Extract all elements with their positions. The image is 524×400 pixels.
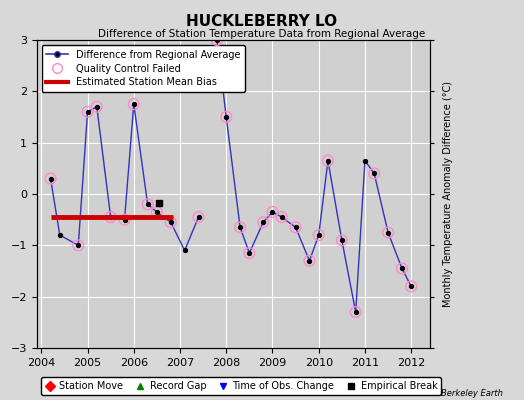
Point	[83, 109, 92, 115]
Point	[46, 175, 54, 182]
Point	[74, 242, 82, 248]
Text: HUCKLEBERRY LO: HUCKLEBERRY LO	[187, 14, 337, 30]
Point	[314, 232, 323, 238]
Point	[129, 101, 138, 107]
Point	[305, 258, 314, 264]
Point	[314, 232, 323, 238]
Point	[167, 219, 175, 226]
Point	[324, 158, 332, 164]
Point	[222, 114, 231, 120]
Point	[167, 219, 175, 226]
Point	[93, 104, 101, 110]
Point	[407, 283, 416, 290]
Point	[46, 175, 54, 182]
Text: Difference of Station Temperature Data from Regional Average: Difference of Station Temperature Data f…	[99, 29, 425, 39]
Point	[152, 209, 161, 215]
Point	[93, 104, 101, 110]
Point	[222, 114, 231, 120]
Point	[268, 209, 277, 215]
Point	[324, 158, 332, 164]
Point	[352, 309, 360, 315]
Point	[83, 109, 92, 115]
Legend: Difference from Regional Average, Quality Control Failed, Estimated Station Mean: Difference from Regional Average, Qualit…	[41, 45, 245, 92]
Point	[144, 201, 152, 208]
Text: Berkeley Earth: Berkeley Earth	[441, 389, 503, 398]
Point	[337, 237, 346, 243]
Point	[259, 219, 267, 226]
Point	[194, 214, 203, 220]
Point	[121, 216, 129, 223]
Point	[398, 265, 406, 272]
Point	[384, 229, 392, 236]
Point	[245, 250, 254, 256]
Point	[245, 250, 254, 256]
Point	[213, 37, 221, 43]
Y-axis label: Monthly Temperature Anomaly Difference (°C): Monthly Temperature Anomaly Difference (…	[443, 81, 453, 307]
Point	[278, 214, 286, 220]
Point	[236, 224, 244, 230]
Point	[361, 158, 369, 164]
Point	[144, 201, 152, 208]
Point	[370, 170, 378, 177]
Point	[278, 214, 286, 220]
Point	[121, 216, 129, 223]
Point	[291, 224, 300, 230]
Point	[106, 214, 115, 220]
Point	[74, 242, 82, 248]
Point	[352, 309, 360, 315]
Point	[213, 37, 221, 43]
Point	[305, 258, 314, 264]
Point	[259, 219, 267, 226]
Point	[407, 283, 416, 290]
Point	[194, 214, 203, 220]
Point	[337, 237, 346, 243]
Legend: Station Move, Record Gap, Time of Obs. Change, Empirical Break: Station Move, Record Gap, Time of Obs. C…	[41, 377, 441, 395]
Point	[236, 224, 244, 230]
Point	[56, 232, 64, 238]
Point	[129, 101, 138, 107]
Point	[152, 209, 161, 215]
Point	[268, 209, 277, 215]
Point	[398, 265, 406, 272]
Point	[291, 224, 300, 230]
Point	[384, 229, 392, 236]
Point	[106, 214, 115, 220]
Point	[180, 247, 189, 254]
Point	[370, 170, 378, 177]
